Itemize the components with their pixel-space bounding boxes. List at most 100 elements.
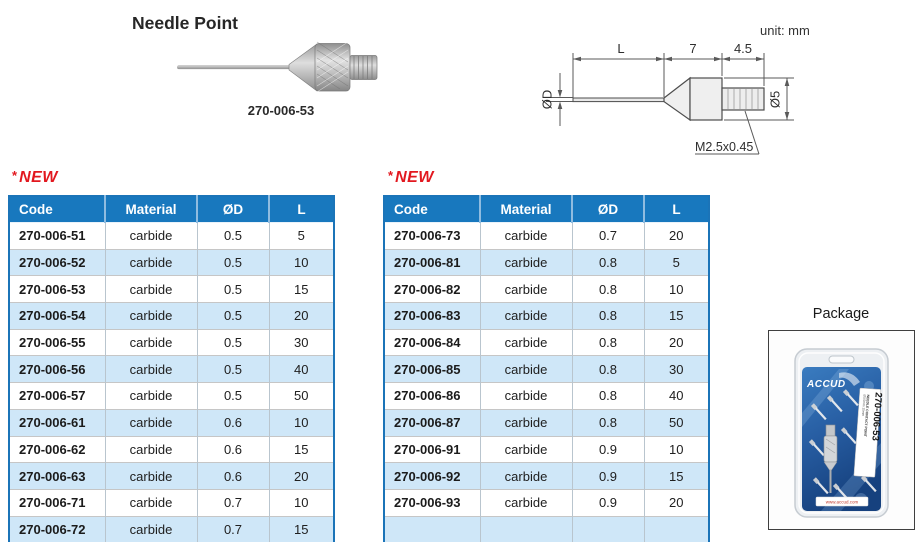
cell-value: 15 [269,435,334,463]
cell-code: 270-006-83 [384,302,481,330]
table-row: 270-006-91 carbide 0.9 10 [384,435,709,463]
cell-value: 5 [644,248,709,276]
table-row: 270-006-93 carbide 0.9 20 [384,488,709,517]
cell-value: 10 [269,488,334,517]
cell-value: 10 [644,275,709,303]
cell-value: 20 [644,488,709,517]
table-row: 270-006-87 carbide 0.8 50 [384,408,709,436]
table-row: 270-006-85 carbide 0.8 30 [384,355,709,383]
cell-value: carbide [105,462,198,490]
cell-code: 270-006-54 [9,302,106,330]
table-row: 270-006-83 carbide 0.8 15 [384,302,709,330]
new-star: * [12,168,18,183]
cell-value: 0.5 [197,328,270,356]
cell-value: 0.7 [197,488,270,517]
cell-value: carbide [105,355,198,383]
table-row: 270-006-71 carbide 0.7 10 [9,488,334,517]
cell-code: 270-006-55 [9,328,106,356]
cell-code: 270-006-63 [9,462,106,490]
dim-label-L: L [617,41,625,56]
cell-value: 0.9 [572,462,645,490]
cell-value: 15 [269,515,334,542]
brand-logo: ACCUD [806,379,846,390]
cell-value: carbide [105,302,198,330]
cell-code: 270-006-81 [384,248,481,276]
cell-value [644,515,709,542]
cell-value: 0.6 [197,462,270,490]
table-row: 270-006-62 carbide 0.6 15 [9,435,334,463]
cell-value: 10 [269,408,334,436]
cell-value: carbide [480,382,573,410]
package-label: 270-006-53 NEEDLE CONTACT POINT Ø0.5mm 1… [853,387,884,478]
part-outline [572,76,765,122]
unit-label: unit: mm [760,23,810,38]
website-band: www.accud.com [815,496,869,507]
table-row: 270-006-73 carbide 0.7 20 [384,222,709,250]
thread-spec-label: M2.5x0.45 [695,140,754,154]
cell-value: 20 [644,222,709,250]
table-row: 270-006-72 carbide 0.7 15 [9,515,334,542]
cell-code: 270-006-71 [9,488,106,517]
package-title: Package [812,306,870,322]
cell-value: 0.7 [197,515,270,542]
package-box: ACCUD [768,330,915,530]
threaded-stud [349,55,378,80]
column-header: ØD [197,196,270,223]
column-header: Code [9,196,106,223]
table-row [384,515,709,542]
table-row: 270-006-92 carbide 0.9 15 [384,462,709,490]
dim-label-needle-dia: ØD [539,89,555,110]
cell-value: 10 [644,435,709,463]
dim-label-body-dia: Ø5 [767,90,783,109]
cell-code: 270-006-57 [9,382,106,410]
cell-code: 270-006-84 [384,328,481,356]
header-row: Code Material ØD L [384,196,709,223]
new-badge-left: * NEW [12,168,58,187]
table-row: 270-006-82 carbide 0.8 10 [384,275,709,303]
cell-code: 270-006-61 [9,408,106,436]
cell-value: 30 [644,355,709,383]
cell-value: 15 [269,275,334,303]
label-size: Ø0.5mm 15mm [861,394,867,417]
table-row: 270-006-84 carbide 0.8 20 [384,328,709,356]
cell-value: 0.8 [572,275,645,303]
cell-code: 270-006-52 [9,248,106,276]
cell-value: 40 [644,382,709,410]
cell-value: 0.8 [572,328,645,356]
technical-drawing: L 7 4.5 ØD Ø5 M2.5x0.45 [540,15,830,165]
table-row: 270-006-63 carbide 0.6 20 [9,462,334,490]
cell-value: carbide [105,248,198,276]
cell-code: 270-006-91 [384,435,481,463]
new-label: NEW [19,169,58,186]
spec-table-left: Code Material ØD L 270-006-51 carbide 0.5 5 270-… [8,195,335,542]
cell-value: carbide [105,222,198,250]
product-code-caption: 270-006-53 [247,103,315,118]
cell-value: 0.6 [197,435,270,463]
cell-value: 15 [644,302,709,330]
table-row: 270-006-61 carbide 0.6 10 [9,408,334,436]
cell-value: carbide [480,435,573,463]
cell-value: carbide [105,408,198,436]
label-desc: NEEDLE CONTACT POINT [863,394,870,437]
cell-code: 270-006-51 [9,222,106,250]
dim-label-7: 7 [689,41,697,56]
package-photo: ACCUD [794,348,889,518]
cell-value: 0.8 [572,382,645,410]
cell-value: 0.7 [572,222,645,250]
cell-code: 270-006-62 [9,435,106,463]
cell-value: carbide [105,328,198,356]
cell-code: 270-006-53 [9,275,106,303]
cell-value: carbide [480,408,573,436]
cell-code: 270-006-85 [384,355,481,383]
printed-products [808,389,877,501]
cell-value: 5 [269,222,334,250]
cell-value: 0.5 [197,248,270,276]
cell-value: 20 [269,302,334,330]
table-row: 270-006-56 carbide 0.5 40 [9,355,334,383]
cell-value: 0.5 [197,355,270,383]
cell-value: 0.6 [197,408,270,436]
cell-value: carbide [105,488,198,517]
cell-code: 270-006-56 [9,355,106,383]
cell-value: carbide [480,302,573,330]
